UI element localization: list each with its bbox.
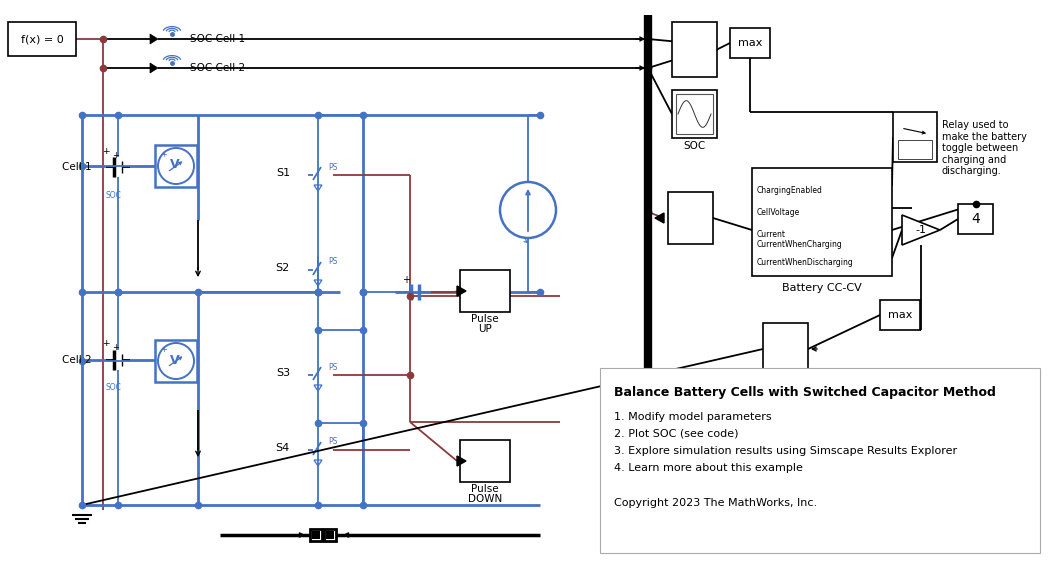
Bar [326, 531, 334, 539]
Bar [880, 300, 920, 330]
Text: +: + [160, 345, 167, 354]
Bar [8, 22, 77, 56]
Text: +: + [112, 150, 119, 160]
Text: Relay used to
make the battery
toggle between
charging and
discharging.: Relay used to make the battery toggle be… [942, 120, 1027, 176]
Bar [672, 22, 717, 77]
Text: +: + [160, 150, 167, 159]
Bar [676, 94, 713, 134]
Text: PS: PS [328, 162, 337, 172]
Text: Battery CC-CV: Battery CC-CV [782, 283, 861, 293]
Text: +: + [112, 344, 119, 352]
Bar [155, 145, 197, 187]
Text: 2. Plot SOC (see code): 2. Plot SOC (see code) [614, 429, 739, 439]
Text: 4. Learn more about this example: 4. Learn more about this example [614, 463, 803, 473]
Bar [155, 340, 197, 382]
Text: +: + [402, 275, 410, 285]
Bar [668, 192, 713, 244]
Text: V: V [170, 158, 180, 172]
Text: V: V [170, 353, 180, 367]
Polygon shape [150, 63, 158, 73]
Text: S3: S3 [276, 368, 290, 378]
Text: Pulse: Pulse [472, 314, 499, 324]
Text: Pulse: Pulse [472, 484, 499, 494]
Text: 1. Modify model parameters: 1. Modify model parameters [614, 412, 771, 422]
Text: Current: Current [757, 230, 786, 239]
Bar [310, 529, 322, 541]
Text: S4: S4 [276, 443, 290, 453]
Bar [312, 531, 320, 539]
Text: S1: S1 [276, 168, 290, 178]
Text: f(x) = 0: f(x) = 0 [21, 34, 63, 44]
Text: CellVoltage: CellVoltage [757, 208, 801, 217]
Text: SOC: SOC [105, 384, 121, 393]
Text: +: + [103, 146, 110, 156]
Text: Cell 1: Cell 1 [63, 162, 92, 172]
Text: SOC: SOC [683, 141, 705, 151]
Bar [460, 270, 510, 312]
Bar [958, 204, 994, 234]
Polygon shape [457, 286, 466, 296]
Text: DOWN: DOWN [467, 494, 502, 504]
Text: max: max [888, 310, 912, 320]
Text: SOC: SOC [105, 190, 121, 200]
Bar [324, 529, 336, 541]
Bar [730, 28, 770, 58]
Text: max: max [738, 38, 762, 48]
Polygon shape [655, 213, 664, 223]
Bar [893, 112, 937, 162]
Text: PS: PS [328, 438, 337, 446]
Text: SOC Cell 2: SOC Cell 2 [190, 63, 245, 73]
Bar [601, 368, 1040, 553]
Polygon shape [150, 34, 158, 44]
Text: Copyright 2023 The MathWorks, Inc.: Copyright 2023 The MathWorks, Inc. [614, 498, 817, 508]
Text: SOC Cell 1: SOC Cell 1 [190, 34, 245, 44]
Text: Balance Battery Cells with Switched Capacitor Method: Balance Battery Cells with Switched Capa… [614, 386, 996, 399]
Text: +: + [103, 340, 110, 348]
Text: 4: 4 [971, 212, 980, 226]
Bar [763, 323, 808, 375]
Text: CurrentWhenCharging: CurrentWhenCharging [757, 240, 843, 249]
Text: S2: S2 [276, 263, 290, 273]
Polygon shape [902, 215, 940, 245]
Bar [672, 90, 717, 138]
Bar [752, 168, 892, 276]
Text: 3. Explore simulation results using Simscape Results Explorer: 3. Explore simulation results using Sims… [614, 446, 957, 456]
Text: Cell 2: Cell 2 [63, 355, 92, 365]
Text: PS: PS [328, 363, 337, 372]
Text: CurrentWhenDischarging: CurrentWhenDischarging [757, 258, 854, 267]
Text: UP: UP [478, 324, 492, 334]
Text: -1: -1 [916, 225, 926, 235]
Text: ChargingEnabled: ChargingEnabled [757, 186, 823, 195]
Bar [460, 440, 510, 482]
Polygon shape [457, 456, 466, 466]
Bar [898, 140, 932, 159]
Text: PS: PS [328, 258, 337, 267]
